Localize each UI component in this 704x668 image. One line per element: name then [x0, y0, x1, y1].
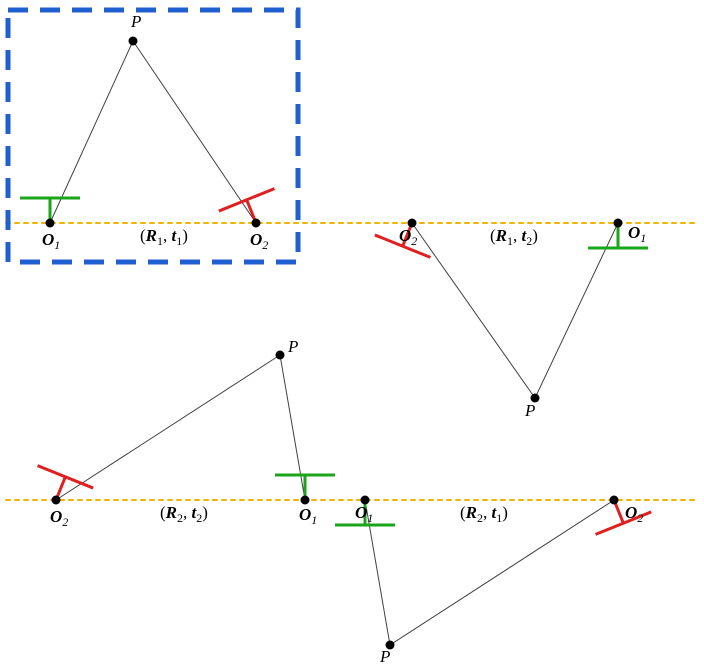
point-o1	[614, 219, 623, 228]
point-o2	[610, 496, 619, 505]
diagram: P O1 O2 (R1, t1) P O1 O2 (R1, t2) P O1 O2 (R2, t2) P…	[0, 0, 704, 668]
point-o2	[252, 219, 261, 228]
label-rt: (R1, t1)	[140, 226, 188, 248]
point-o2	[52, 496, 61, 505]
label-rt: (R2, t1)	[460, 503, 508, 525]
label-o1: O1	[42, 230, 60, 252]
panel-tl: P O1 O2 (R1, t1)	[20, 12, 284, 252]
label-o2: O2	[250, 230, 268, 252]
baselines	[6, 223, 695, 500]
point-p	[276, 351, 285, 360]
label-o1: O1	[355, 503, 373, 525]
label-p: P	[130, 12, 141, 31]
label-p: P	[379, 647, 390, 666]
edge-o2-p	[133, 41, 256, 223]
label-o1: O1	[299, 505, 317, 527]
label-o2: O2	[399, 226, 417, 248]
label-o1: O1	[628, 223, 646, 245]
label-p: P	[524, 401, 535, 420]
panel-br: P O1 O2 (R2, t1)	[335, 489, 651, 666]
label-o2: O2	[625, 503, 643, 525]
label-o2: O2	[50, 507, 68, 529]
camera-o2	[28, 466, 93, 512]
edge-o1-p	[280, 355, 305, 500]
panel-tr: P O1 O2 (R1, t2)	[375, 212, 648, 420]
edge-o2-p	[56, 355, 280, 500]
point-o1	[46, 219, 55, 228]
point-p	[129, 37, 138, 46]
label-rt: (R1, t2)	[490, 226, 538, 248]
edge-o1-p	[50, 41, 133, 223]
label-p: P	[287, 337, 298, 356]
panels: P O1 O2 (R1, t1) P O1 O2 (R1, t2) P O1 O2 (R2, t2) P…	[20, 12, 651, 666]
point-o1	[301, 496, 310, 505]
edge-o2-p	[412, 223, 535, 398]
label-rt: (R2, t2)	[160, 503, 208, 525]
camera-o2	[219, 189, 284, 235]
